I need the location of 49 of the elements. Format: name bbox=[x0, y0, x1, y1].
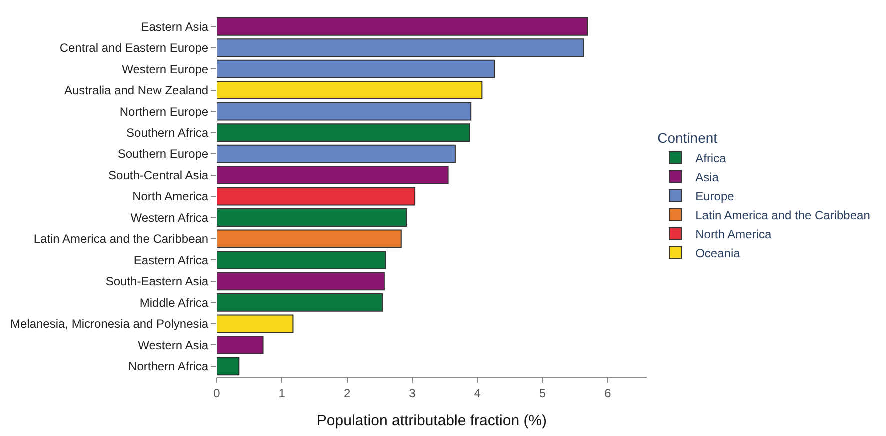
y-tick-label: Western Africa bbox=[130, 210, 209, 225]
bar bbox=[217, 208, 408, 227]
y-tick-label: Southern Africa bbox=[126, 126, 209, 140]
bar bbox=[217, 357, 240, 376]
y-tick-label: Eastern Africa bbox=[134, 253, 209, 268]
bar bbox=[217, 293, 383, 312]
legend-label: Latin America and the Caribbean bbox=[696, 208, 870, 222]
y-tick-label: Western Asia bbox=[138, 338, 209, 352]
x-tick-label: 6 bbox=[604, 386, 612, 400]
y-tick-label: Middle Africa bbox=[140, 296, 209, 310]
y-tick-label: Melanesia, Micronesia and Polynesia bbox=[10, 317, 209, 332]
y-tick-label: South-Eastern Asia bbox=[106, 274, 209, 289]
bar bbox=[217, 166, 449, 184]
bar bbox=[217, 81, 483, 100]
legend-label: Africa bbox=[696, 151, 727, 166]
x-tick-label: 2 bbox=[344, 386, 351, 400]
y-tick-label: South-Central Asia bbox=[108, 168, 209, 182]
bar bbox=[217, 230, 402, 248]
y-tick-label: Latin America and the Caribbean bbox=[34, 232, 209, 246]
bar bbox=[217, 144, 456, 164]
bar bbox=[217, 38, 584, 58]
x-tick-label: 5 bbox=[539, 386, 546, 400]
bar bbox=[217, 314, 294, 334]
x-tick-label: 1 bbox=[278, 386, 286, 400]
legend-label: Oceania bbox=[696, 246, 741, 260]
bar bbox=[217, 187, 416, 206]
y-tick-label: Eastern Asia bbox=[141, 20, 209, 34]
x-tick-label: 4 bbox=[474, 386, 482, 400]
bar bbox=[217, 251, 386, 270]
x-tick-label: 3 bbox=[409, 386, 416, 400]
bar bbox=[217, 102, 472, 121]
legend-label: North America bbox=[696, 227, 772, 242]
y-tick-label: Northern Europe bbox=[120, 104, 209, 119]
y-tick-label: Central and Eastern Europe bbox=[60, 41, 209, 56]
bar bbox=[217, 124, 470, 142]
y-tick-label: North America bbox=[132, 190, 209, 204]
x-tick-label: 0 bbox=[214, 386, 221, 400]
y-tick-label: Northern Africa bbox=[128, 360, 209, 374]
y-tick-label: Western Europe bbox=[122, 62, 209, 76]
legend-label: Europe bbox=[696, 189, 735, 204]
bar bbox=[217, 336, 264, 354]
bar bbox=[217, 17, 588, 36]
legend-label: Asia bbox=[696, 170, 720, 184]
y-tick-label: Southern Europe bbox=[118, 147, 209, 162]
y-tick-label: Australia and New Zealand bbox=[64, 84, 209, 98]
legend-title: Continent bbox=[658, 130, 718, 146]
bar bbox=[217, 60, 496, 78]
bar bbox=[217, 272, 385, 291]
x-axis-title: Population attributable fraction (%) bbox=[316, 412, 548, 430]
